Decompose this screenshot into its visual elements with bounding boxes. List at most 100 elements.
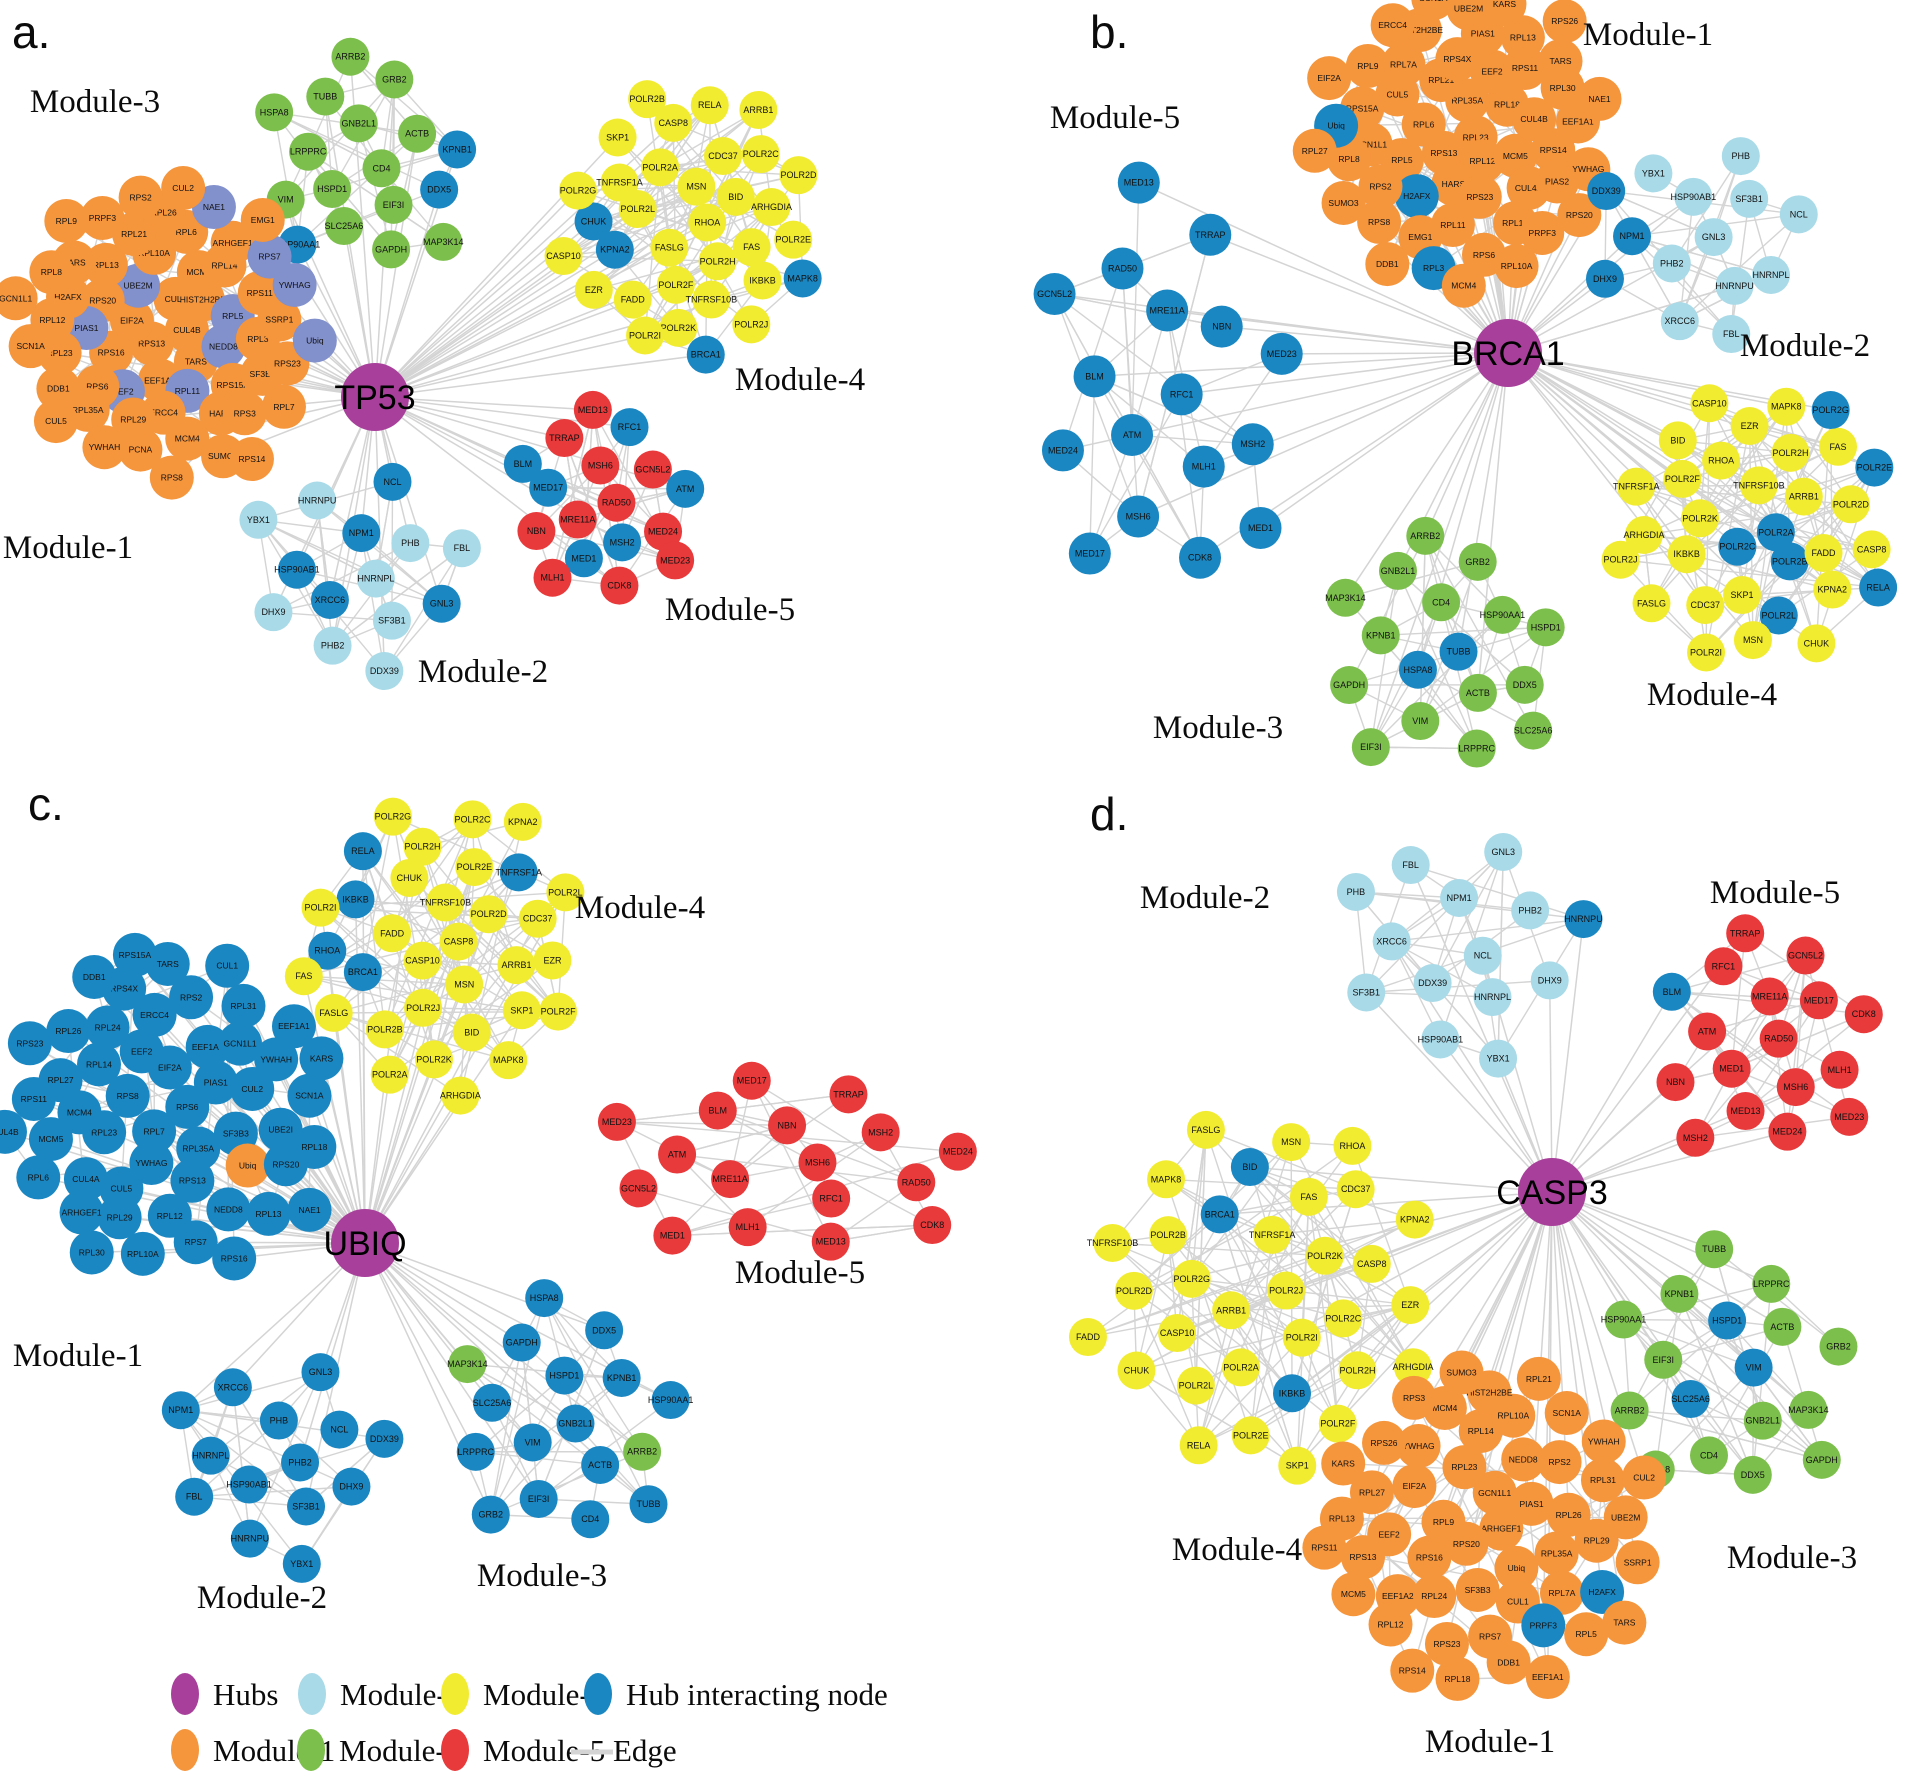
node-actb[interactable]: [1458, 673, 1497, 712]
node-arhgdia[interactable]: [1394, 1348, 1433, 1387]
node-ncl[interactable]: [320, 1410, 359, 1449]
node-rps23[interactable]: [1457, 174, 1502, 219]
node-polr2d[interactable]: [469, 895, 508, 934]
node-rpl31[interactable]: [221, 983, 266, 1028]
hub-tp53[interactable]: [341, 363, 409, 431]
node-med23[interactable]: [1830, 1097, 1869, 1136]
node-dhx9[interactable]: [332, 1467, 371, 1506]
node-rpl5[interactable]: [1564, 1612, 1609, 1657]
node-gcn5l2[interactable]: [633, 450, 672, 489]
node-hsp90aa1[interactable]: [1483, 595, 1522, 634]
node-trrap[interactable]: [829, 1075, 868, 1114]
node-arrb1[interactable]: [1212, 1291, 1251, 1330]
node-tubb[interactable]: [306, 77, 345, 116]
node-casp10[interactable]: [1158, 1314, 1197, 1353]
node-actb[interactable]: [581, 1445, 620, 1484]
node-casp8[interactable]: [439, 922, 478, 961]
node-ddb1[interactable]: [36, 366, 81, 411]
node-eef2[interactable]: [119, 1029, 164, 1074]
node-ercc4[interactable]: [1370, 3, 1415, 48]
node-rpl7[interactable]: [261, 384, 306, 429]
node-gapdh[interactable]: [372, 230, 411, 269]
node-ddx39[interactable]: [365, 1419, 404, 1458]
node-rps13[interactable]: [170, 1158, 215, 1203]
node-mcm4[interactable]: [57, 1090, 102, 1135]
node-slc25a6[interactable]: [324, 207, 363, 246]
hub-ubiq[interactable]: [331, 1209, 399, 1277]
node-gnb2l1[interactable]: [1743, 1401, 1782, 1440]
node-polr2d[interactable]: [779, 156, 818, 195]
node-cd4[interactable]: [1422, 583, 1461, 622]
node-polr2f[interactable]: [1318, 1404, 1357, 1443]
node-hsp90aa1[interactable]: [1604, 1300, 1643, 1339]
node-nbn[interactable]: [768, 1106, 807, 1145]
node-mlh1[interactable]: [533, 558, 572, 597]
node-ubiq[interactable]: [1494, 1545, 1539, 1590]
node-ncl[interactable]: [1463, 936, 1502, 975]
node-hnrnpu[interactable]: [1715, 266, 1754, 305]
node-fbl[interactable]: [442, 529, 481, 568]
node-rps7[interactable]: [173, 1220, 218, 1265]
node-med1[interactable]: [1239, 506, 1282, 549]
node-hsp90ab1[interactable]: [1674, 177, 1713, 216]
node-dhx9[interactable]: [254, 593, 293, 632]
node-hspd1[interactable]: [1526, 608, 1565, 647]
node-arhgdia[interactable]: [441, 1076, 480, 1115]
node-phb2[interactable]: [1511, 891, 1550, 930]
node-mre11a[interactable]: [711, 1160, 750, 1199]
node-rpl6[interactable]: [16, 1155, 61, 1200]
node-rps2[interactable]: [1358, 164, 1403, 209]
node-chuk[interactable]: [390, 858, 429, 897]
node-polr2h[interactable]: [1771, 433, 1810, 472]
node-nae1[interactable]: [287, 1187, 332, 1232]
node-nbn[interactable]: [1200, 305, 1243, 348]
node-casp10[interactable]: [1690, 384, 1729, 423]
node-rpl13[interactable]: [83, 242, 128, 287]
node-slc25a6[interactable]: [473, 1383, 512, 1422]
node-brca1[interactable]: [686, 335, 725, 374]
node-scn1a[interactable]: [1411, 0, 1456, 21]
node-faslg[interactable]: [314, 993, 353, 1032]
node-cul2[interactable]: [230, 1066, 275, 1111]
hub-brca1[interactable]: [1474, 319, 1542, 387]
node-rpl26[interactable]: [46, 1009, 91, 1054]
node-prpf3[interactable]: [80, 196, 125, 241]
node-eef1a1[interactable]: [271, 1004, 316, 1049]
node-ezr[interactable]: [1730, 407, 1769, 446]
node-msh2[interactable]: [603, 523, 642, 562]
node-polr2k[interactable]: [659, 308, 698, 347]
node-kpnb1[interactable]: [602, 1358, 641, 1397]
node-rfc1[interactable]: [812, 1179, 851, 1218]
node-polr2b[interactable]: [365, 1010, 404, 1049]
node-grb2[interactable]: [1819, 1327, 1858, 1366]
node-ube2m[interactable]: [1446, 0, 1491, 31]
node-slc25a6[interactable]: [1671, 1380, 1710, 1419]
node-trrap[interactable]: [1189, 213, 1232, 256]
node-gcn1l1[interactable]: [0, 276, 38, 321]
node-rpl9[interactable]: [1345, 44, 1390, 89]
node-grb2[interactable]: [1458, 542, 1497, 581]
node-polr2c[interactable]: [741, 135, 780, 174]
node-ddx39[interactable]: [1413, 964, 1452, 1003]
node-rela[interactable]: [343, 832, 382, 871]
node-nbn[interactable]: [1656, 1063, 1695, 1102]
node-ncl[interactable]: [373, 462, 412, 501]
node-med24[interactable]: [938, 1132, 977, 1171]
node-scn1a[interactable]: [1544, 1391, 1589, 1436]
node-rhoa[interactable]: [1702, 441, 1741, 480]
node-bid[interactable]: [1230, 1148, 1269, 1187]
node-sumo3[interactable]: [1439, 1350, 1484, 1395]
node-hspd1[interactable]: [313, 169, 352, 208]
node-rps20[interactable]: [1557, 193, 1602, 238]
node-cdk8[interactable]: [913, 1206, 952, 1245]
hub-casp3[interactable]: [1518, 1158, 1586, 1226]
node-ikbkb[interactable]: [1667, 535, 1706, 574]
node-ddb1[interactable]: [1486, 1640, 1531, 1685]
node-phb2[interactable]: [1652, 244, 1691, 283]
node-gnb2l1[interactable]: [1378, 551, 1417, 590]
node-ube2i[interactable]: [258, 1107, 303, 1152]
node-eif3i[interactable]: [1644, 1340, 1683, 1379]
node-vim[interactable]: [513, 1423, 552, 1462]
node-tnfrsf10b[interactable]: [426, 883, 465, 922]
node-tnfrsf1a[interactable]: [1253, 1215, 1292, 1254]
